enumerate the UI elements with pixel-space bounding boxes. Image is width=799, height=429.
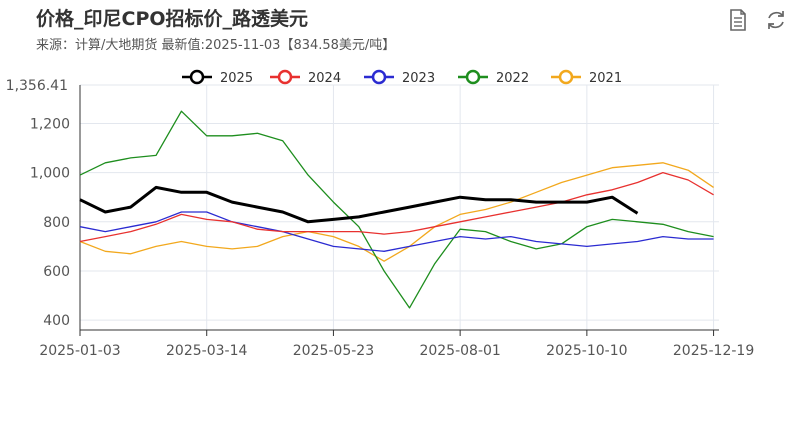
legend-item-2022[interactable]: 2022	[458, 69, 529, 86]
x-tick-label: 2025-08-01	[419, 343, 500, 359]
legend-label: 2023	[402, 71, 435, 86]
x-tick-label: 2025-03-14	[166, 343, 247, 359]
legend-item-2025[interactable]: 2025	[182, 69, 253, 86]
y-tick-label: 400	[43, 313, 70, 329]
legend-item-2021[interactable]: 2021	[551, 69, 622, 86]
series-line-2023	[79, 211, 714, 252]
legend-label: 2022	[496, 71, 529, 86]
legend-item-2023[interactable]: 2023	[364, 69, 435, 86]
refresh-icon[interactable]	[765, 8, 787, 32]
legend-swatch-circle	[189, 69, 205, 85]
series-line-2022	[79, 110, 714, 309]
legend-label: 2021	[589, 71, 622, 86]
x-tick-label: 2025-01-03	[39, 343, 120, 359]
chart-title: 价格_印尼CPO招标价_路透美元	[36, 8, 309, 30]
chart-subtitle: 来源：计算/大地期货 最新值:2025-11-03【834.58美元/吨】	[36, 38, 396, 53]
legend-label: 2025	[220, 71, 253, 86]
x-tick-label: 2025-12-19	[673, 343, 754, 359]
x-tick-label: 2025-10-10	[546, 343, 627, 359]
legend-swatch-circle	[558, 69, 574, 85]
y-tick-label: 600	[43, 264, 70, 280]
legend-swatch-circle	[277, 69, 293, 85]
series-line-2024	[79, 171, 714, 243]
y-max-label: 1,356.41	[6, 78, 68, 94]
series-line-2025	[79, 185, 639, 224]
legend-swatch-circle	[465, 69, 481, 85]
y-tick-label: 1,000	[30, 166, 70, 182]
document-icon[interactable]	[727, 8, 749, 32]
x-tick-label: 2025-05-23	[293, 343, 374, 359]
y-tick-label: 800	[43, 215, 70, 231]
legend-item-2024[interactable]: 2024	[270, 69, 341, 86]
y-tick-label: 1,200	[30, 116, 70, 132]
series-line-2021	[79, 162, 714, 262]
legend-label: 2024	[308, 71, 341, 86]
legend-swatch-circle	[371, 69, 387, 85]
